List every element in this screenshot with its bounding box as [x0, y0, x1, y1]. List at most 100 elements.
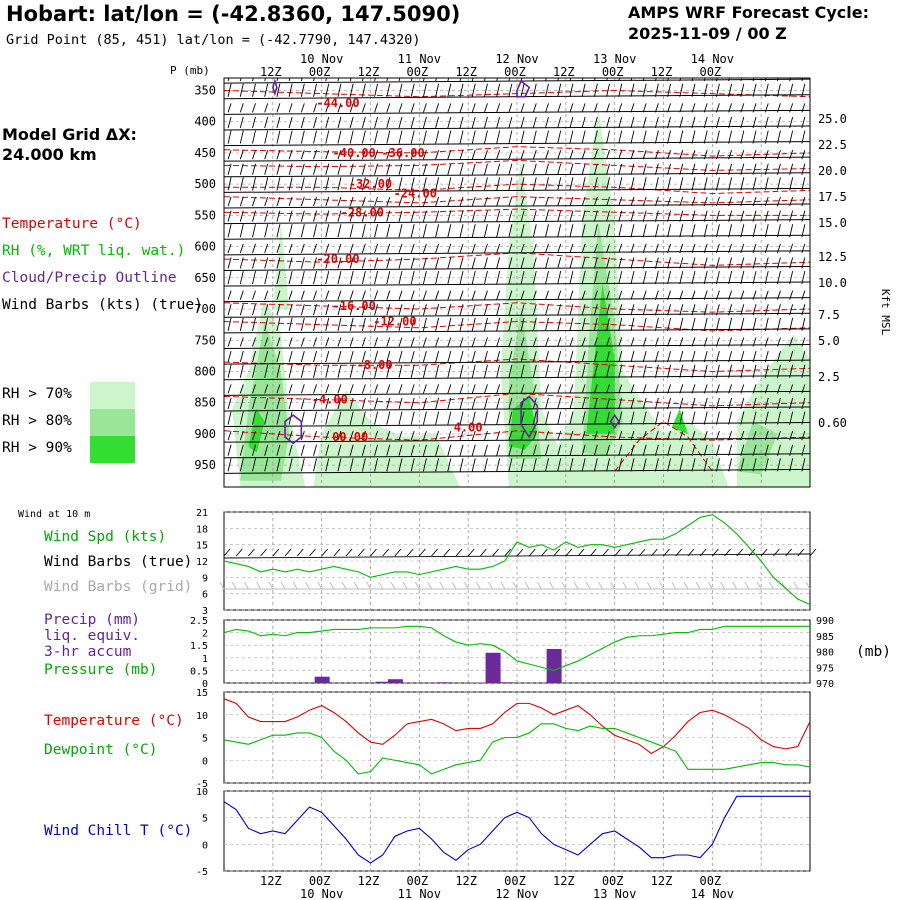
wind-barb [508, 243, 513, 253]
wind-barb [252, 397, 256, 410]
top-date-label: 10 Nov [300, 52, 343, 66]
wind-barb [300, 224, 305, 238]
wind-barb [728, 397, 733, 410]
wind-barb [447, 257, 452, 269]
wind-barb [300, 397, 305, 410]
wind-barb [386, 337, 391, 347]
wind-barb [545, 458, 549, 472]
wind-barb [777, 397, 781, 410]
wind-barb [630, 116, 635, 129]
wind-barb [654, 317, 659, 331]
wind-barb [496, 364, 501, 378]
wind-barb [435, 337, 440, 347]
wind-barb [459, 350, 464, 363]
temperature-contour-label: -24.00 [394, 187, 437, 201]
wind-barb [642, 384, 647, 394]
wind-barb [691, 130, 696, 144]
wind-barb [715, 337, 720, 347]
wind-barb [581, 411, 586, 425]
wind-barb [606, 196, 610, 207]
wind-barb [764, 397, 769, 410]
wind-barb [642, 304, 647, 316]
wind-barb-grid [292, 581, 298, 590]
top-hour-label: 00Z [504, 65, 526, 79]
wind-barb [252, 83, 256, 97]
wind-barb [728, 270, 733, 285]
legend-cloud: Cloud/Precip Outline [2, 270, 177, 286]
wind-barb [642, 364, 647, 378]
wind-barb [630, 78, 633, 82]
wind-barb [630, 270, 635, 285]
wind-barb [227, 103, 232, 113]
precip-tick-label: 0.5 [190, 666, 208, 677]
height-tick-label: 22.5 [818, 138, 847, 152]
wind-barb [520, 364, 525, 378]
wind-barb [715, 411, 720, 425]
wind-barb [349, 103, 354, 113]
wind-barb [484, 196, 488, 207]
wind-barb [520, 290, 525, 300]
wind-barb [764, 270, 769, 285]
wind-barb [691, 196, 696, 207]
wind-barb [581, 317, 586, 331]
wind-barb [667, 384, 671, 394]
wind-barb [410, 337, 415, 347]
wind-barb [606, 364, 610, 378]
wind-barb [410, 163, 415, 175]
wind-barb [484, 397, 488, 410]
cloud-outline-2 [271, 78, 278, 97]
wind-barb [667, 444, 672, 456]
wind-barb [801, 243, 806, 253]
wind-barb [642, 224, 647, 238]
wind-barb [679, 116, 684, 129]
wind-barb [740, 177, 745, 191]
wind-barb [801, 304, 806, 316]
wind-barb [508, 364, 513, 378]
cycle-label: AMPS WRF Forecast Cycle: [628, 3, 870, 22]
wind-barb-grid [256, 581, 262, 590]
wind-barb [581, 103, 586, 113]
wind-barb [288, 243, 293, 253]
wind-barb [288, 116, 293, 129]
wind-barb [337, 337, 342, 347]
wind-barb [667, 177, 672, 191]
wind-barb [422, 290, 427, 300]
wind-barb [496, 317, 501, 331]
wind-barb-true [455, 548, 463, 557]
wind-barb [667, 103, 671, 113]
wind-barb [703, 130, 708, 144]
pressure-tick-label: 550 [194, 208, 216, 222]
wind-barb [532, 150, 537, 160]
wind-barb [484, 130, 488, 144]
wind-barbs-grid-label: Wind Barbs (grid) [44, 579, 193, 595]
wind-barb [264, 103, 269, 113]
wind-barb [801, 257, 806, 269]
wind-barb [337, 177, 342, 191]
wind-barb [654, 304, 659, 316]
wind-barb [801, 116, 806, 129]
wind-barb [508, 163, 513, 175]
wind-barb [752, 337, 757, 347]
wind-barb [435, 364, 440, 378]
wind-barb [545, 257, 549, 269]
wind-barb [593, 431, 598, 441]
wind-barb [422, 78, 425, 82]
wind-barb [410, 116, 415, 129]
wind-barb [410, 397, 415, 410]
wind-barb [264, 350, 269, 363]
temp-tick-label: 0 [202, 756, 208, 767]
wind-barb [691, 411, 696, 425]
wind-barb [410, 210, 415, 222]
wind-barb [764, 116, 769, 129]
wind-barb [471, 290, 476, 300]
wind-barb [508, 196, 513, 207]
wind-barb-true [492, 548, 499, 557]
wind-barb [325, 196, 330, 207]
wind-barb [337, 103, 342, 113]
wind-barb [789, 257, 794, 269]
wind-barb [288, 364, 293, 378]
wind-barb-grid [341, 581, 347, 590]
wind-barb [740, 411, 745, 425]
wind-barb [325, 83, 330, 97]
wind-barb [239, 116, 244, 129]
